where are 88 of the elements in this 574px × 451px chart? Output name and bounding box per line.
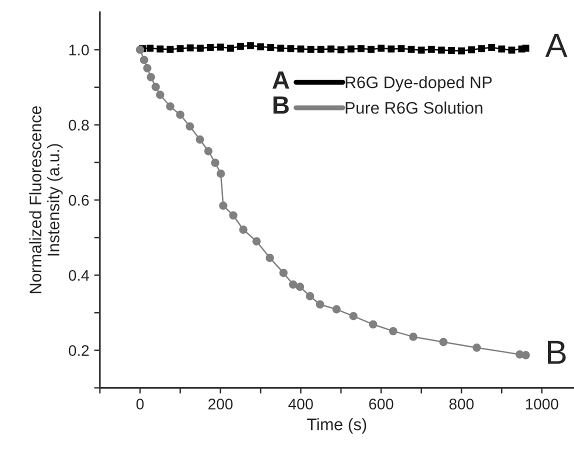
point [522, 351, 530, 360]
point [306, 292, 314, 300]
point [458, 47, 465, 54]
point [237, 42, 244, 50]
annotation: B [274, 96, 289, 114]
point [508, 46, 516, 54]
point [448, 47, 455, 54]
point [252, 237, 261, 246]
point [398, 45, 405, 52]
point [196, 135, 204, 144]
point [307, 46, 314, 53]
point [418, 46, 425, 54]
point [216, 170, 225, 178]
point [196, 44, 204, 52]
point [186, 44, 194, 52]
point [389, 326, 398, 336]
point [337, 46, 344, 54]
point [287, 45, 294, 52]
point [156, 90, 164, 99]
point [522, 44, 530, 52]
point [368, 320, 378, 329]
x-tick-label: 400 [288, 398, 313, 410]
point [279, 268, 288, 278]
y-axis-title: Normalized Fluorescence Instensity (a.u.) [29, 106, 63, 294]
x-tick-label: 1000 [526, 398, 558, 410]
point [226, 44, 234, 52]
point [409, 332, 418, 341]
point [267, 44, 274, 51]
point [239, 226, 248, 234]
point [368, 46, 375, 53]
point [176, 110, 184, 119]
point [140, 56, 148, 64]
point [186, 122, 194, 131]
point [204, 147, 213, 156]
point [229, 211, 238, 220]
point [288, 280, 298, 289]
point [316, 300, 324, 309]
x-tick-label: 200 [208, 398, 233, 410]
point [216, 44, 224, 51]
point [296, 282, 304, 291]
point [219, 201, 228, 210]
point [211, 158, 220, 167]
point [166, 46, 174, 53]
point [146, 44, 154, 52]
x-axis-title: Time (s) [307, 418, 366, 434]
point [136, 46, 144, 54]
point [317, 46, 324, 53]
point [472, 343, 481, 352]
legend-label: Pure R6G Solution [346, 102, 482, 114]
point [277, 44, 284, 52]
y-tick-label: 1.0 [69, 44, 89, 56]
x-tick-label: 800 [449, 398, 474, 410]
point [332, 305, 341, 314]
point [438, 46, 445, 54]
point [439, 338, 448, 346]
annotation: B [548, 340, 566, 364]
y-tick-label: 0.2 [68, 345, 89, 356]
annotation: A [545, 34, 568, 57]
point [428, 46, 435, 53]
point [468, 46, 476, 54]
point [378, 44, 385, 52]
y-tick-label: 0.8 [68, 120, 89, 131]
point [146, 73, 156, 82]
point [156, 46, 164, 52]
x-tick-label: 600 [369, 398, 394, 410]
x-tick-label: 0 [136, 398, 144, 410]
point [152, 82, 160, 92]
point [488, 44, 496, 51]
point [358, 45, 365, 52]
legend-label: R6G Dye-doped NP [346, 76, 492, 92]
point [408, 46, 415, 53]
point [349, 312, 358, 320]
point [266, 254, 274, 262]
point [143, 64, 152, 72]
y-tick-label: 0.6 [68, 194, 89, 206]
point [348, 46, 354, 52]
point [327, 46, 334, 52]
point [478, 45, 486, 52]
point [257, 43, 264, 50]
y-tick-label: 0.4 [68, 270, 90, 281]
point [206, 44, 214, 51]
point [388, 46, 395, 52]
point [297, 46, 304, 52]
annotation: A [272, 71, 290, 89]
point [166, 102, 174, 111]
point [176, 45, 184, 52]
point [498, 46, 506, 52]
point [247, 42, 254, 50]
